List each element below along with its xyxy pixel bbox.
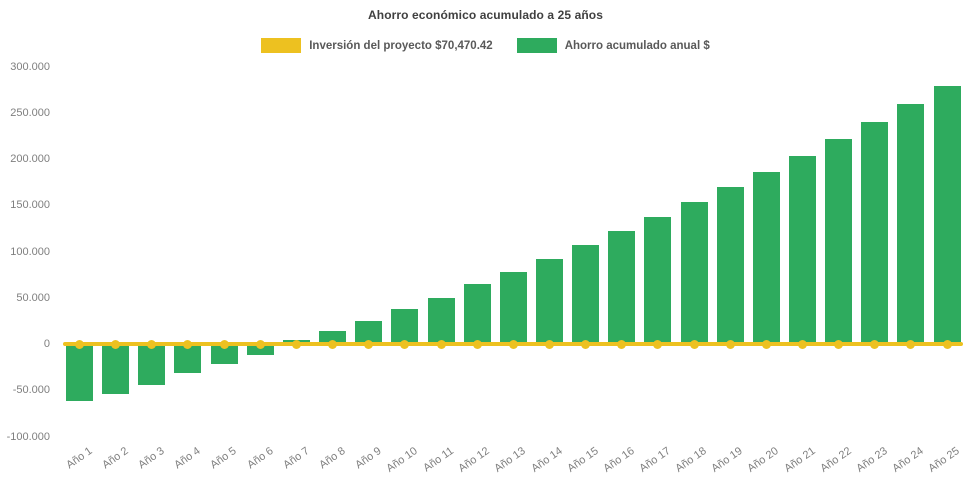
legend-label-savings: Ahorro acumulado anual $ xyxy=(564,39,710,52)
bar-año-17[interactable] xyxy=(644,216,672,344)
x-axis-label: Año 23 xyxy=(854,445,890,475)
investment-line-marker[interactable] xyxy=(689,339,699,349)
investment-swatch-icon xyxy=(261,38,302,53)
x-axis-label: Año 24 xyxy=(890,445,926,475)
y-axis-label: 50.000 xyxy=(16,291,50,304)
x-axis-label: Año 8 xyxy=(317,445,348,472)
bar-año-18[interactable] xyxy=(680,202,708,344)
x-axis-label: Año 11 xyxy=(421,445,456,475)
legend-item-investment[interactable]: Inversión del proyecto $70,470.42 xyxy=(261,38,493,53)
legend-item-savings[interactable]: Ahorro acumulado anual $ xyxy=(516,38,710,53)
bar-año-2[interactable] xyxy=(102,344,130,394)
x-axis-label: Año 15 xyxy=(565,445,601,475)
investment-line-marker[interactable] xyxy=(219,339,229,349)
x-axis-label: Año 13 xyxy=(492,445,529,475)
x-axis-label: Año 12 xyxy=(456,445,493,475)
bar-año-24[interactable] xyxy=(897,104,925,344)
investment-line-marker[interactable] xyxy=(183,339,193,349)
investment-line-marker[interactable] xyxy=(653,339,663,349)
investment-line-marker[interactable] xyxy=(544,339,554,349)
x-axis-label: Año 16 xyxy=(601,445,637,475)
bar-año-12[interactable] xyxy=(463,283,491,344)
x-axis-label: Año 19 xyxy=(709,445,746,475)
x-axis-label: Año 4 xyxy=(172,445,203,472)
investment-line-marker[interactable] xyxy=(328,339,338,349)
investment-line-marker[interactable] xyxy=(436,339,446,349)
x-axis-label: Año 5 xyxy=(208,445,239,472)
x-axis-label: Año 20 xyxy=(745,445,782,475)
bar-año-5[interactable] xyxy=(210,344,238,365)
y-axis-label: -100.000 xyxy=(6,430,50,443)
bar-año-13[interactable] xyxy=(499,271,527,344)
x-axis-label: Año 18 xyxy=(673,445,709,475)
bar-año-8[interactable] xyxy=(319,331,347,344)
y-axis-label: 300.000 xyxy=(10,60,50,73)
y-axis-label: 0 xyxy=(43,338,50,350)
bar-año-9[interactable] xyxy=(355,320,383,344)
investment-line-marker[interactable] xyxy=(400,339,410,349)
x-axis-label: Año 25 xyxy=(926,445,962,475)
investment-line-marker[interactable] xyxy=(906,339,916,349)
investment-line-marker[interactable] xyxy=(508,339,518,349)
bar-año-23[interactable] xyxy=(861,121,889,344)
x-axis-label: Año 6 xyxy=(244,445,276,472)
legend: Inversión del proyecto $70,470.42 Ahorro… xyxy=(0,38,971,53)
bar-año-20[interactable] xyxy=(752,171,780,344)
investment-line-marker[interactable] xyxy=(617,339,627,349)
bar-año-22[interactable] xyxy=(825,139,853,344)
x-axis-label: Año 1 xyxy=(63,445,95,472)
y-axis-label: 250.000 xyxy=(10,106,50,119)
x-axis-label: Año 14 xyxy=(528,445,565,475)
bar-año-1[interactable] xyxy=(66,344,93,402)
x-axis-label: Año 9 xyxy=(353,445,384,472)
bar-año-16[interactable] xyxy=(608,231,636,344)
investment-line-marker[interactable] xyxy=(870,339,880,349)
y-axis-label: 150.000 xyxy=(10,199,50,212)
x-axis-label: Año 21 xyxy=(781,445,818,475)
investment-line-marker[interactable] xyxy=(147,339,157,349)
x-axis-label: Año 7 xyxy=(280,445,312,472)
investment-line-marker[interactable] xyxy=(581,339,591,349)
bar-año-10[interactable] xyxy=(391,309,419,344)
investment-line-marker[interactable] xyxy=(725,339,735,349)
bar-año-6[interactable] xyxy=(246,344,274,355)
legend-label-investment: Inversión del proyecto $70,470.42 xyxy=(309,39,493,52)
investment-line-marker[interactable] xyxy=(472,339,482,349)
investment-line-marker[interactable] xyxy=(291,339,301,349)
x-axis-label: Año 3 xyxy=(136,445,167,472)
investment-line-marker[interactable] xyxy=(761,339,771,349)
chart-title: Ahorro económico acumulado a 25 años xyxy=(368,8,603,22)
bar-año-14[interactable] xyxy=(535,258,563,344)
investment-line-marker[interactable] xyxy=(834,339,844,349)
x-axis-label: Año 17 xyxy=(637,445,673,475)
y-axis-label: -50.000 xyxy=(12,384,50,397)
x-axis-label: Año 22 xyxy=(818,445,854,475)
investment-line-marker[interactable] xyxy=(111,339,121,349)
x-axis-label: Año 2 xyxy=(100,445,131,472)
savings-swatch-icon xyxy=(516,38,557,53)
investment-line-marker[interactable] xyxy=(942,339,952,349)
bar-año-15[interactable] xyxy=(572,245,600,344)
y-axis-label: 200.000 xyxy=(10,153,50,165)
x-axis-label: Año 10 xyxy=(384,445,420,475)
investment-line-marker[interactable] xyxy=(364,339,374,349)
bar-año-11[interactable] xyxy=(427,297,455,344)
investment-line-marker[interactable] xyxy=(75,339,84,349)
bar-año-19[interactable] xyxy=(716,187,744,344)
y-axis-label: 100.000 xyxy=(10,245,50,258)
bar-año-25[interactable] xyxy=(933,86,961,344)
bar-año-4[interactable] xyxy=(174,344,202,373)
bar-año-3[interactable] xyxy=(138,344,166,385)
investment-line-marker[interactable] xyxy=(798,339,807,349)
investment-line-marker[interactable] xyxy=(255,339,265,349)
bar-año-21[interactable] xyxy=(789,155,816,344)
